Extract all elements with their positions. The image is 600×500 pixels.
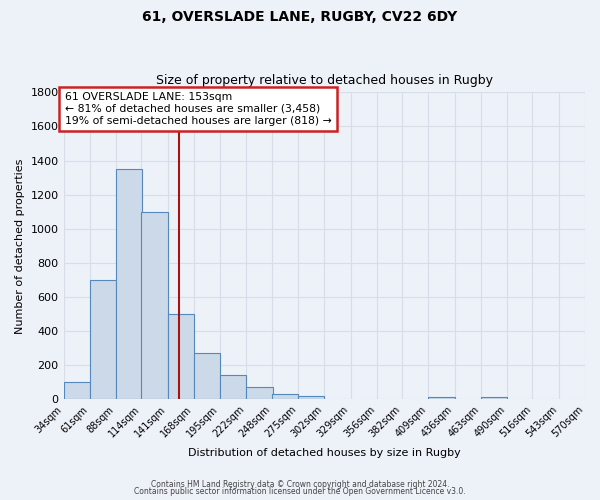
Bar (64, 382, 90, 400)
Bar (481, 396, 507, 400)
Bar (142, 212, 167, 400)
Bar (298, 396, 324, 400)
Text: Contains public sector information licensed under the Open Government Licence v3: Contains public sector information licen… (134, 487, 466, 496)
X-axis label: Distribution of detached houses by size in Rugby: Distribution of detached houses by size … (188, 448, 461, 458)
Bar (116, 169, 142, 400)
Y-axis label: Number of detached properties: Number of detached properties (15, 158, 25, 334)
Bar (194, 354, 220, 400)
Bar (428, 396, 455, 400)
Text: 61, OVERSLADE LANE, RUGBY, CV22 6DY: 61, OVERSLADE LANE, RUGBY, CV22 6DY (142, 10, 458, 24)
Bar (247, 386, 273, 400)
Bar (272, 394, 298, 400)
Text: 61 OVERSLADE LANE: 153sqm
← 81% of detached houses are smaller (3,458)
19% of se: 61 OVERSLADE LANE: 153sqm ← 81% of detac… (65, 92, 331, 126)
Bar (167, 314, 194, 400)
Bar (220, 376, 247, 400)
Bar (90, 280, 116, 400)
Text: Contains HM Land Registry data © Crown copyright and database right 2024.: Contains HM Land Registry data © Crown c… (151, 480, 449, 489)
Title: Size of property relative to detached houses in Rugby: Size of property relative to detached ho… (156, 74, 493, 87)
